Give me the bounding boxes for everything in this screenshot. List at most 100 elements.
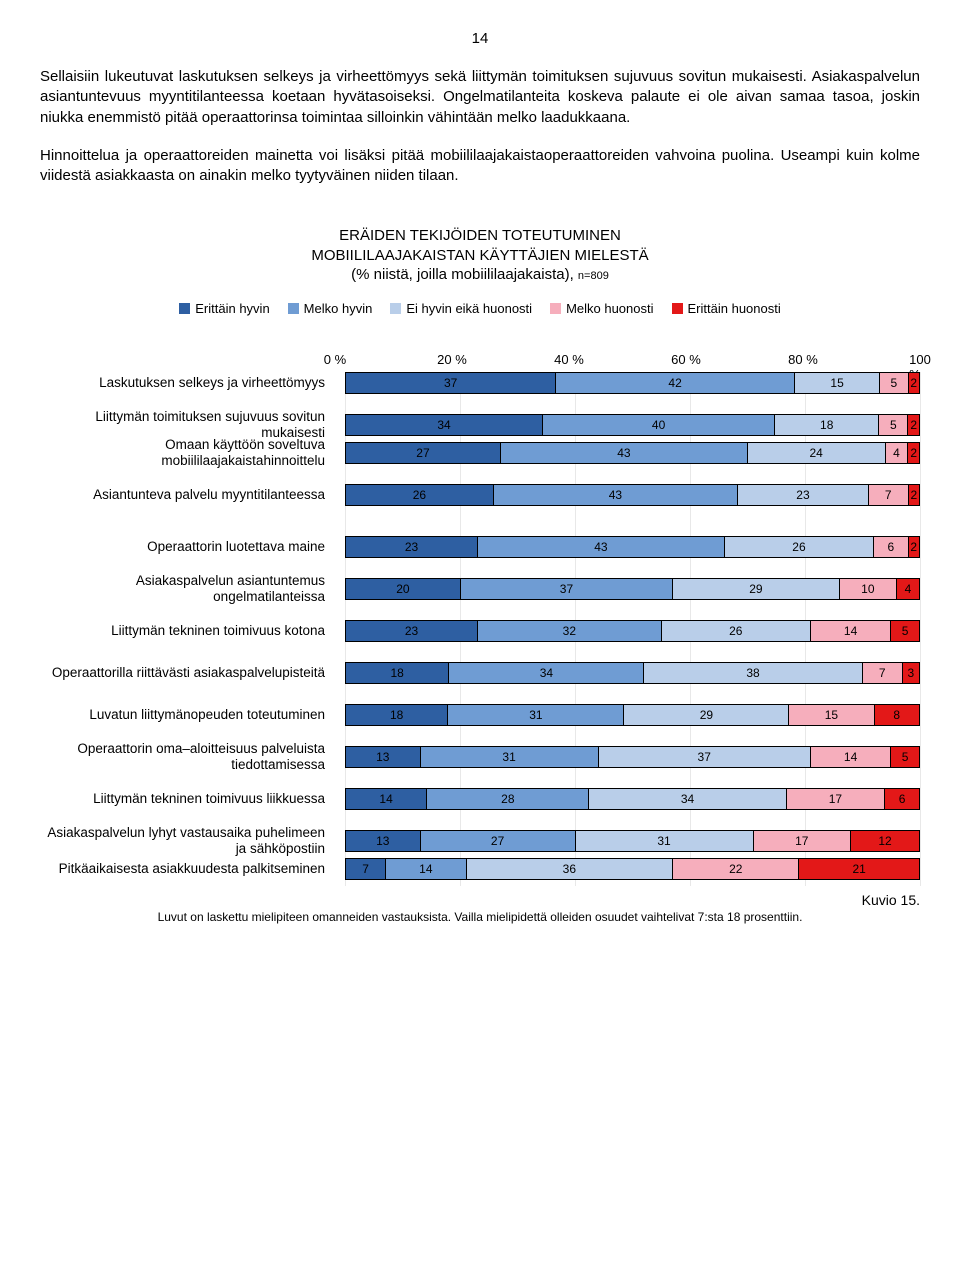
- legend-label: Melko huonosti: [566, 301, 653, 316]
- row-label: Laskutuksen selkeys ja virheettömyys: [40, 372, 335, 394]
- bar-row: 142834176: [345, 788, 920, 810]
- bar-row: 183129158: [345, 704, 920, 726]
- row-label: Luvatun liittymänopeuden toteutuminen: [40, 704, 335, 726]
- bar-segment: 34: [345, 414, 542, 436]
- legend-swatch: [390, 303, 401, 314]
- gridline: [920, 372, 921, 886]
- bar-segment: 42: [555, 372, 794, 394]
- bar-row: 233226145: [345, 620, 920, 642]
- legend-label: Ei hyvin eikä huonosti: [406, 301, 532, 316]
- bar-segment: 6: [884, 788, 919, 810]
- bars-container: 3742155234401852274324422643237223432662…: [345, 372, 920, 880]
- bar-row: 26432372: [345, 484, 920, 506]
- chart-title-n: n=809: [578, 270, 609, 282]
- page-number: 14: [40, 30, 920, 47]
- bar-row: 37421552: [345, 372, 920, 394]
- legend-label: Melko hyvin: [304, 301, 373, 316]
- x-tick: 60 %: [671, 352, 701, 367]
- legend-item: Erittäin huonosti: [672, 301, 781, 316]
- bar-segment: 18: [774, 414, 878, 436]
- bar-segment: 13: [345, 830, 420, 852]
- bar-segment: 23: [345, 536, 477, 558]
- legend-swatch: [288, 303, 299, 314]
- bar-segment: 24: [747, 442, 885, 464]
- chart-title-line-3: (% niistä, joilla mobiililaajakaista),: [351, 266, 578, 283]
- legend-item: Melko huonosti: [550, 301, 653, 316]
- bar-segment: 26: [724, 536, 873, 558]
- bar-segment: 6: [873, 536, 907, 558]
- bar-segment: 2: [908, 372, 919, 394]
- bar-row: 18343873: [345, 662, 920, 684]
- bar-segment: 14: [810, 620, 890, 642]
- row-label: Asiakaspalvelun asiantuntemus ongelmatil…: [40, 578, 335, 600]
- bar-segment: 3: [902, 662, 919, 684]
- bar-segment: 43: [493, 484, 737, 506]
- legend-swatch: [672, 303, 683, 314]
- bar-segment: 29: [672, 578, 838, 600]
- bar-segment: 29: [623, 704, 788, 726]
- chart-area: 0 %20 %40 %60 %80 %100 % Laskutuksen sel…: [40, 344, 920, 886]
- bar-segment: 13: [345, 746, 420, 768]
- x-axis-ticks: 0 %20 %40 %60 %80 %100 %: [335, 352, 920, 372]
- row-label: Omaan käyttöön soveltuva mobiililaajakai…: [40, 442, 335, 464]
- bar-segment: 37: [460, 578, 672, 600]
- row-label: Pitkäaikaisesta asiakkuudesta palkitsemi…: [40, 858, 335, 880]
- bar-row: 714362221: [345, 858, 920, 880]
- bar-segment: 8: [874, 704, 919, 726]
- row-label: Operaattorin luotettava maine: [40, 536, 335, 558]
- bar-segment: 17: [786, 788, 885, 810]
- legend-swatch: [179, 303, 190, 314]
- bar-segment: 22: [672, 858, 798, 880]
- legend-swatch: [550, 303, 561, 314]
- bar-segment: 2: [907, 442, 918, 464]
- row-label: Asiantunteva palvelu myyntitilanteessa: [40, 484, 335, 506]
- x-tick: 0 %: [324, 352, 346, 367]
- bar-segment: 7: [345, 858, 385, 880]
- bar-segment: 7: [862, 662, 902, 684]
- bar-segment: 26: [661, 620, 810, 642]
- bar-segment: 15: [788, 704, 873, 726]
- bar-segment: 5: [878, 414, 907, 436]
- bar-segment: 4: [885, 442, 908, 464]
- footnote: Luvut on laskettu mielipiteen omanneiden…: [40, 910, 920, 924]
- bar-segment: 2: [907, 414, 919, 436]
- row-label: Operaattorilla riittävästi asiakaspalvel…: [40, 662, 335, 684]
- legend-item: Ei hyvin eikä huonosti: [390, 301, 532, 316]
- bar-row: 133137145: [345, 746, 920, 768]
- chart-title-line-2: MOBIILILAAJAKAISTAN KÄYTTÄJIEN MIELESTÄ: [311, 247, 648, 264]
- bar-segment: 10: [839, 578, 896, 600]
- bar-segment: 38: [643, 662, 861, 684]
- bar-segment: 40: [542, 414, 774, 436]
- bar-segment: 20: [345, 578, 460, 600]
- row-label: Asiakaspalvelun lyhyt vastausaika puheli…: [40, 830, 335, 852]
- paragraph-1: Sellaisiin lukeutuvat laskutuksen selkey…: [40, 67, 920, 128]
- legend-label: Erittäin hyvin: [195, 301, 269, 316]
- bar-segment: 5: [890, 746, 919, 768]
- bar-segment: 12: [850, 830, 919, 852]
- bar-segment: 43: [500, 442, 747, 464]
- bar-segment: 23: [345, 620, 477, 642]
- bar-row: 27432442: [345, 442, 920, 464]
- bar-segment: 21: [798, 858, 919, 880]
- bar-segment: 4: [896, 578, 919, 600]
- bar-segment: 18: [345, 662, 448, 684]
- row-label: Liittymän toimituksen sujuvuus sovitun m…: [40, 414, 335, 436]
- figure-label: Kuvio 15.: [40, 892, 920, 908]
- row-label: Operaattorin oma–aloitteisuus palveluist…: [40, 746, 335, 768]
- bar-segment: 14: [385, 858, 465, 880]
- bar-segment: 15: [794, 372, 879, 394]
- x-tick: 20 %: [437, 352, 467, 367]
- row-label: Liittymän tekninen toimivuus liikkuessa: [40, 788, 335, 810]
- bar-row: 1327311712: [345, 830, 920, 852]
- chart-legend: Erittäin hyvin Melko hyvin Ei hyvin eikä h…: [40, 301, 920, 316]
- bar-segment: 43: [477, 536, 724, 558]
- bar-segment: 31: [447, 704, 623, 726]
- bar-segment: 27: [345, 442, 500, 464]
- row-label: Liittymän tekninen toimivuus kotona: [40, 620, 335, 642]
- paragraph-2: Hinnoittelua ja operaattoreiden mainetta…: [40, 146, 920, 187]
- chart-title-line-1: ERÄIDEN TEKIJÖIDEN TOTEUTUMINEN: [339, 227, 621, 244]
- bar-segment: 5: [890, 620, 919, 642]
- bar-row: 23432662: [345, 536, 920, 558]
- x-tick: 80 %: [788, 352, 818, 367]
- bar-segment: 5: [879, 372, 907, 394]
